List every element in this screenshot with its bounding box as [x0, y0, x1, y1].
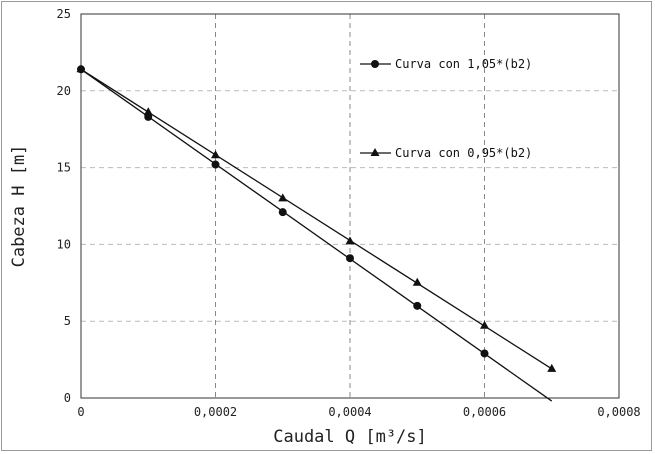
y-tick-label: 25: [57, 7, 71, 21]
grid: [81, 14, 619, 398]
series-line: [80, 68, 553, 370]
data-point: [345, 236, 355, 245]
x-tick-label: 0,0004: [328, 405, 371, 419]
legend-label: Curva con 1,05*(b2): [395, 57, 532, 71]
series-line: [80, 68, 553, 402]
data-point: [346, 254, 354, 263]
x-tick-label: 0,0008: [597, 405, 640, 419]
y-axis-ticks: 0 5 10 15 20 25: [57, 7, 71, 405]
y-axis-label: Cabeza H [m]: [9, 145, 29, 268]
y-tick-label: 15: [57, 161, 71, 175]
x-tick-label: 0: [77, 405, 84, 419]
series-1: [77, 65, 553, 402]
legend-marker-triangle: [370, 148, 380, 156]
legend-marker-circle: [371, 60, 379, 68]
legend: Curva con 1,05*(b2) Curva con 0,95*(b2): [360, 57, 532, 160]
data-point: [413, 301, 422, 310]
data-point: [211, 160, 220, 169]
data-point: [480, 349, 489, 358]
x-tick-label: 0,0006: [463, 405, 506, 419]
data-point: [412, 277, 422, 286]
y-tick-label: 10: [57, 237, 71, 251]
x-axis-ticks: 0 0,0002 0,0004 0,0006 0,0008: [77, 405, 640, 419]
y-tick-label: 5: [64, 314, 71, 328]
legend-item-2: Curva con 0,95*(b2): [360, 146, 532, 160]
data-point: [278, 193, 288, 202]
data-point: [143, 107, 153, 116]
legend-item-1: Curva con 1,05*(b2): [360, 57, 532, 71]
x-tick-label: 0,0002: [194, 405, 237, 419]
legend-label: Curva con 0,95*(b2): [395, 146, 532, 160]
data-point: [211, 150, 220, 159]
series-group: [76, 64, 557, 402]
series-2: [76, 64, 557, 372]
data-point: [480, 320, 489, 329]
x-axis-label: Caudal Q [m³/s]: [273, 427, 427, 447]
y-tick-label: 20: [57, 84, 71, 98]
data-point: [547, 363, 557, 372]
plot-area: [80, 13, 620, 399]
y-tick-label: 0: [64, 391, 71, 405]
data-point: [278, 208, 287, 217]
data-point: [76, 64, 86, 73]
